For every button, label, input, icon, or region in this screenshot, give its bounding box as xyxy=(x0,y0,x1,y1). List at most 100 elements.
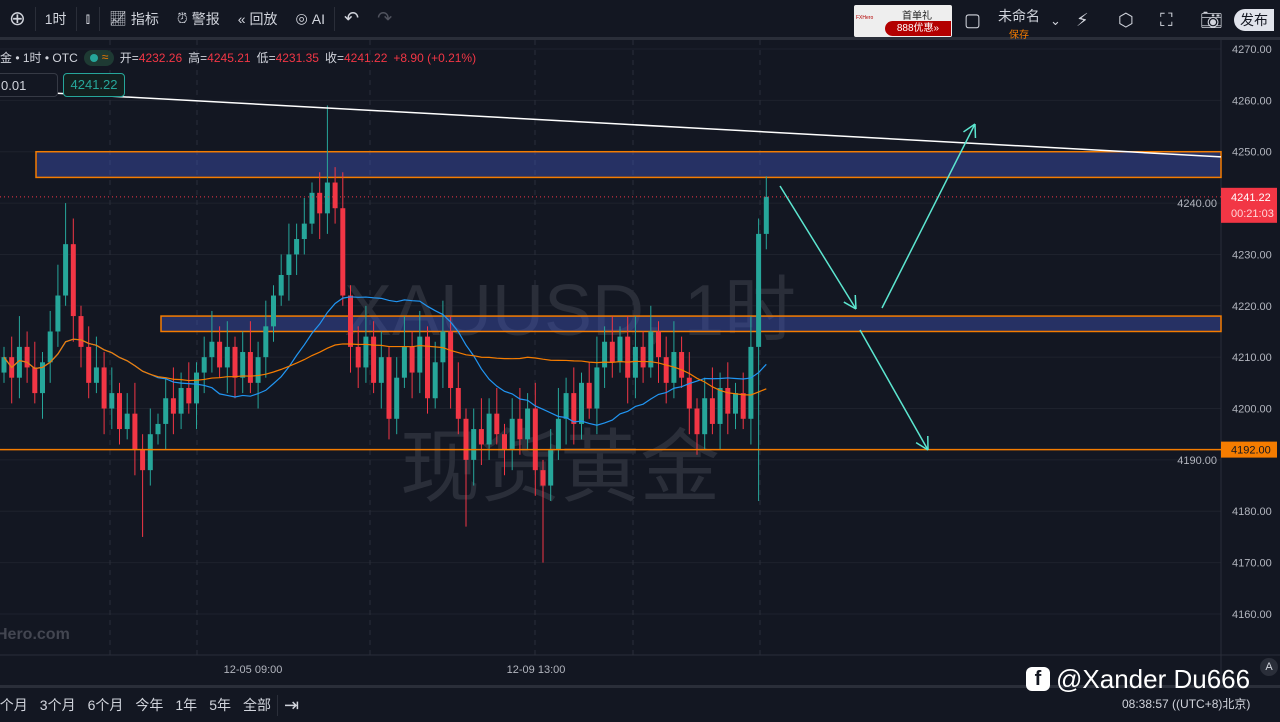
candle-body xyxy=(748,346,754,419)
candle-body xyxy=(401,346,407,378)
redo-button[interactable]: ↷ xyxy=(368,0,401,39)
undo-button[interactable]: ↶ xyxy=(335,0,368,39)
top-toolbar: ⊕ 1时 ⫾ 📈︎ 指标 ⏰︎ 警报 «回放 ◎ AI ↶ ↷ xyxy=(0,0,1280,40)
symbol-label: 金 • 1时 • OTC xyxy=(0,51,78,65)
chart-type-button[interactable]: ⫾ xyxy=(77,0,99,39)
range-ytd[interactable]: 今年 xyxy=(135,697,164,713)
publish-button[interactable]: 发布 xyxy=(1234,9,1274,31)
goto-date-icon[interactable]: ⇥ xyxy=(276,694,305,716)
candle-body xyxy=(471,429,477,460)
y-tick-label: 4160.00 xyxy=(1232,609,1272,621)
candle-body xyxy=(717,387,723,424)
candle-body xyxy=(702,398,708,435)
candle-body xyxy=(124,413,130,430)
save-label: 保存 xyxy=(1009,30,1029,41)
fullscreen-icon[interactable]: ⛶ xyxy=(1160,10,1173,30)
countdown-label: 00:21:03 xyxy=(1231,208,1274,220)
candle-body xyxy=(532,408,538,471)
price-chart[interactable]: 4270.00 4260.00 4250.00 4240.00 4230.00 4220.… xyxy=(0,40,1280,685)
candle-body xyxy=(140,449,146,471)
range-1y[interactable]: 1年 xyxy=(175,697,198,713)
candle-body xyxy=(255,357,261,383)
candle-body xyxy=(679,352,685,378)
candle-body xyxy=(548,449,554,486)
candle-body xyxy=(263,326,269,358)
divider xyxy=(99,6,101,31)
y-tick-label: 4250.00 xyxy=(1232,147,1272,159)
y-tick-label: 4220.00 xyxy=(1232,301,1272,313)
replay-label: 回放 xyxy=(249,10,278,27)
y-tick-label: 4260.00 xyxy=(1232,95,1272,107)
range-3m[interactable]: 3个月 xyxy=(39,697,76,713)
range-all[interactable]: 全部 xyxy=(242,697,271,713)
candle-body xyxy=(155,423,161,435)
candle-body xyxy=(93,367,99,383)
layout-name: 未命名 xyxy=(998,8,1040,24)
candle-body xyxy=(440,331,446,363)
auto-scale-button[interactable]: A xyxy=(1260,658,1278,676)
candle-body xyxy=(733,393,738,414)
candle-body xyxy=(486,413,492,445)
y-tick-label: 4210.00 xyxy=(1232,352,1272,364)
settings-icon[interactable]: ⬡ xyxy=(1118,10,1134,30)
promo-banner[interactable]: FXHero 首单礼 888优惠» xyxy=(854,5,952,37)
candle-body xyxy=(1,357,7,373)
candle-body xyxy=(625,336,631,378)
chevron-down-icon[interactable]: ⌄ xyxy=(1050,13,1061,28)
ma-slow-line xyxy=(3,338,767,396)
alerts-label: 警报 xyxy=(191,10,220,27)
candle-body xyxy=(740,393,746,419)
y-tick-label: 4170.00 xyxy=(1232,558,1272,570)
candle-body xyxy=(417,336,423,373)
indicators-button[interactable]: 📈︎ 指标 xyxy=(100,0,168,39)
ai-label: AI xyxy=(311,10,325,27)
range-6m[interactable]: 6个月 xyxy=(87,697,124,713)
candle-body xyxy=(525,408,531,440)
candle-body xyxy=(163,398,169,424)
candle-body xyxy=(617,336,623,363)
interval-button[interactable]: 1时 xyxy=(36,0,76,39)
candle-body xyxy=(463,418,469,460)
candle-body xyxy=(378,357,384,383)
candle-body xyxy=(632,346,638,378)
buy-price-button[interactable]: 4241.22 xyxy=(63,73,125,97)
range-5y[interactable]: 5年 xyxy=(209,697,231,713)
ai-button[interactable]: ◎ AI xyxy=(287,0,334,39)
candle-body xyxy=(178,387,184,414)
arrow-line xyxy=(881,123,976,309)
facebook-icon: f xyxy=(1026,667,1050,691)
layout-name-button[interactable]: 未命名 保存 xyxy=(998,6,1040,41)
author-name: @Xander Du666 xyxy=(1056,664,1251,694)
arrow-head xyxy=(843,301,857,310)
redo-icon: ↷ xyxy=(377,8,393,28)
candle-body xyxy=(332,182,338,209)
candle-body xyxy=(109,393,115,409)
indicators-icon: 📈︎ xyxy=(109,10,127,26)
arrow-head xyxy=(854,294,857,310)
candle-body xyxy=(232,346,238,378)
range-1m[interactable]: 1个月 xyxy=(0,697,28,713)
quick-search-icon[interactable]: ⚡︎ xyxy=(1076,10,1089,30)
candle-body xyxy=(55,295,61,332)
candle-body xyxy=(448,331,454,388)
candle-body xyxy=(563,393,569,419)
add-symbol-button[interactable]: ⊕ xyxy=(0,0,35,39)
camera-icon[interactable]: 📷︎ xyxy=(1200,10,1223,30)
candle-body xyxy=(686,377,692,409)
level-label: 4192.00 xyxy=(1231,445,1271,457)
robot-icon: ◎ xyxy=(295,10,308,26)
quantity-input[interactable]: 0.01 xyxy=(0,73,58,97)
candle-body xyxy=(40,362,45,394)
candle-body xyxy=(694,408,700,435)
candle-body xyxy=(201,357,207,373)
candle-body xyxy=(132,413,138,450)
candle-body xyxy=(571,393,577,424)
candle-body xyxy=(386,357,392,419)
layout-square-icon[interactable]: ▢ xyxy=(964,10,982,30)
interval-label: 1时 xyxy=(44,10,67,27)
alerts-button[interactable]: ⏰︎ 警报 xyxy=(168,0,229,39)
brand-watermark: Hero.com xyxy=(0,626,70,643)
x-tick-label: 12-09 13:00 xyxy=(507,664,566,676)
candle-body xyxy=(425,336,430,399)
replay-button[interactable]: «回放 xyxy=(229,0,287,39)
